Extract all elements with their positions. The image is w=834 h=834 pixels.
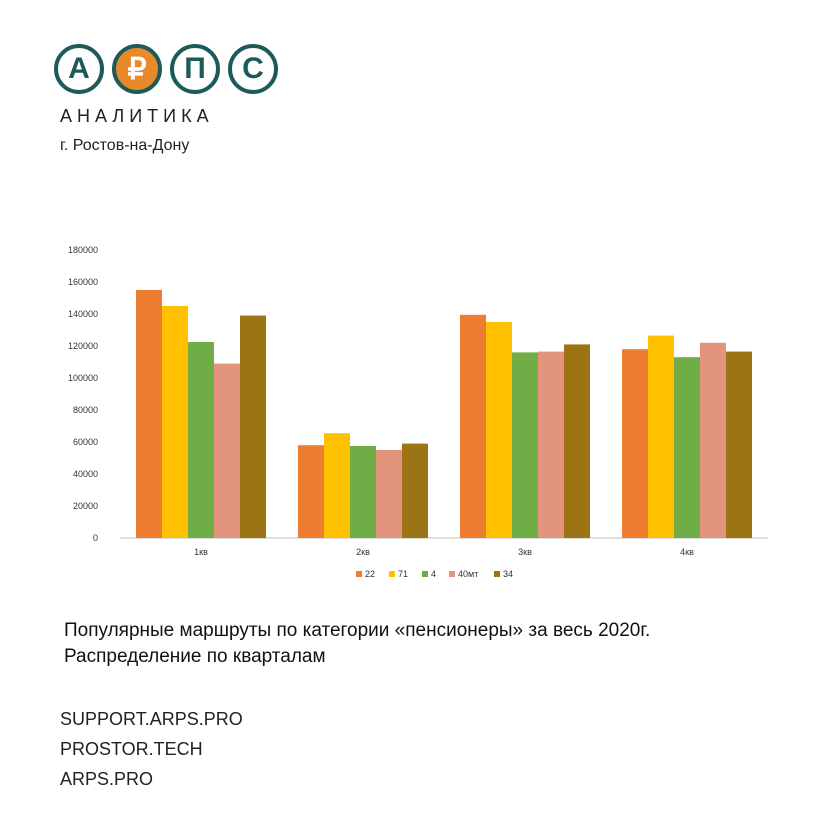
bar-22-1кв bbox=[136, 290, 162, 538]
y-tick-label: 160000 bbox=[68, 277, 98, 287]
legend-label: 4 bbox=[431, 569, 436, 579]
x-tick-label: 3кв bbox=[518, 547, 532, 557]
y-tick-label: 180000 bbox=[68, 245, 98, 255]
bar-40мт-4кв bbox=[700, 342, 726, 538]
bar-40мт-3кв bbox=[538, 351, 564, 538]
link-arps[interactable]: ARPS.PRO bbox=[60, 769, 154, 789]
legend-swatch-22 bbox=[356, 571, 362, 577]
brand-logo: А ₽ П С bbox=[54, 44, 278, 94]
bar-4-3кв bbox=[512, 352, 538, 538]
bar-34-3кв bbox=[564, 344, 590, 538]
bar-34-1кв bbox=[240, 315, 266, 538]
logo-letter-s: С bbox=[228, 44, 278, 94]
bar-22-2кв bbox=[298, 445, 324, 538]
logo-letter-p: П bbox=[170, 44, 220, 94]
y-tick-label: 20000 bbox=[73, 501, 98, 511]
logo-ruble-icon: ₽ bbox=[112, 44, 162, 94]
bar-chart: 0 20000 40000 60000 80000 100000 120000 140000 1… bbox=[68, 245, 768, 579]
bar-40мт-1кв bbox=[214, 363, 240, 538]
legend-label: 71 bbox=[398, 569, 408, 579]
caption-line-2: Распределение по кварталам bbox=[64, 646, 326, 667]
y-tick-label: 40000 bbox=[73, 469, 98, 479]
x-tick-label: 4кв bbox=[680, 547, 694, 557]
bar-71-1кв bbox=[162, 306, 188, 538]
legend-swatch-34 bbox=[494, 571, 500, 577]
chart-caption: Популярные маршруты по категории «пенсио… bbox=[64, 618, 650, 670]
bar-71-2кв bbox=[324, 433, 350, 538]
bar-71-3кв bbox=[486, 322, 512, 538]
legend-label: 34 bbox=[503, 569, 513, 579]
bar-40мт-2кв bbox=[376, 450, 402, 538]
y-tick-label: 80000 bbox=[73, 405, 98, 415]
y-tick-label: 60000 bbox=[73, 437, 98, 447]
legend-label: 40мт bbox=[458, 569, 478, 579]
caption-line-1: Популярные маршруты по категории «пенсио… bbox=[64, 620, 651, 641]
footer-links: SUPPORT.ARPS.PRO PROSTOR.TECH ARPS.PRO bbox=[60, 704, 243, 794]
y-tick-label: 140000 bbox=[68, 309, 98, 319]
bar-22-3кв bbox=[460, 314, 486, 538]
link-prostor[interactable]: PROSTOR.TECH bbox=[60, 739, 203, 759]
logo-letter-a: А bbox=[54, 44, 104, 94]
legend-swatch-4 bbox=[422, 571, 428, 577]
y-tick-label: 0 bbox=[93, 533, 98, 543]
bar-34-4кв bbox=[726, 351, 752, 538]
legend-swatch-40мт bbox=[449, 571, 455, 577]
legend-swatch-71 bbox=[389, 571, 395, 577]
y-tick-label: 120000 bbox=[68, 341, 98, 351]
bar-22-4кв bbox=[622, 349, 648, 538]
legend-label: 22 bbox=[365, 569, 375, 579]
x-tick-label: 2кв bbox=[356, 547, 370, 557]
brand-subtitle: АНАЛИТИКА bbox=[60, 106, 214, 126]
link-support[interactable]: SUPPORT.ARPS.PRO bbox=[60, 709, 243, 729]
brand-city: г. Ростов-на-Дону bbox=[60, 137, 190, 154]
x-tick-label: 1кв bbox=[194, 547, 208, 557]
bar-34-2кв bbox=[402, 443, 428, 538]
bar-4-1кв bbox=[188, 342, 214, 538]
bar-4-4кв bbox=[674, 357, 700, 538]
y-tick-label: 100000 bbox=[68, 373, 98, 383]
bar-4-2кв bbox=[350, 446, 376, 538]
bar-71-4кв bbox=[648, 335, 674, 538]
